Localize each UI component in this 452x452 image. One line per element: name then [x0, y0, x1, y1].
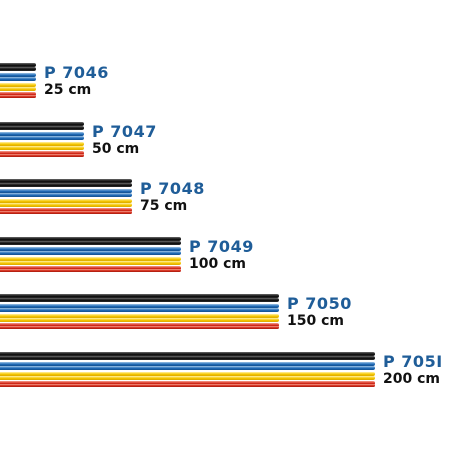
black-lead	[0, 294, 279, 298]
black-lead	[0, 241, 181, 245]
black-lead	[0, 179, 132, 183]
test-lead-bundle-image	[0, 293, 281, 329]
blue-lead	[0, 132, 84, 136]
blue-lead	[0, 73, 36, 77]
red-lead	[0, 154, 84, 157]
blue-lead	[0, 308, 279, 312]
red-lead	[0, 384, 375, 387]
product-code: P 7046	[44, 63, 109, 82]
yellow-lead	[0, 257, 181, 261]
yellow-lead	[0, 87, 36, 91]
product-code: P 7049	[189, 237, 254, 256]
yellow-lead	[0, 142, 84, 146]
black-lead	[0, 122, 84, 126]
yellow-lead	[0, 146, 84, 150]
black-lead	[0, 352, 375, 356]
red-lead	[0, 269, 181, 272]
test-lead-bundle-image	[0, 121, 86, 157]
yellow-lead	[0, 314, 279, 318]
blue-lead	[0, 304, 279, 308]
yellow-lead	[0, 83, 36, 87]
black-lead	[0, 356, 375, 360]
blue-lead	[0, 136, 84, 140]
blue-lead	[0, 189, 132, 193]
red-lead	[0, 151, 84, 155]
product-code: P 7048	[140, 179, 205, 198]
black-lead	[0, 126, 84, 130]
red-lead	[0, 92, 36, 96]
blue-lead	[0, 362, 375, 366]
test-lead-bundle-image	[0, 178, 134, 214]
black-lead	[0, 183, 132, 187]
yellow-lead	[0, 372, 375, 376]
yellow-lead	[0, 318, 279, 322]
red-lead	[0, 208, 132, 212]
yellow-lead	[0, 203, 132, 207]
product-length: 150 cm	[287, 313, 344, 329]
red-lead	[0, 266, 181, 270]
red-lead	[0, 381, 375, 385]
blue-lead	[0, 247, 181, 251]
product-code: P 7050	[287, 294, 352, 313]
product-length: 25 cm	[44, 82, 92, 98]
black-lead	[0, 237, 181, 241]
black-lead	[0, 298, 279, 302]
red-lead	[0, 323, 279, 327]
red-lead	[0, 326, 279, 329]
red-lead	[0, 95, 36, 98]
yellow-lead	[0, 261, 181, 265]
blue-lead	[0, 193, 132, 197]
yellow-lead	[0, 376, 375, 380]
red-lead	[0, 211, 132, 214]
product-length: 50 cm	[92, 141, 140, 157]
product-code: P 705I	[383, 352, 443, 371]
blue-lead	[0, 251, 181, 255]
product-length: 75 cm	[140, 198, 188, 214]
black-lead	[0, 63, 36, 67]
yellow-lead	[0, 199, 132, 203]
blue-lead	[0, 366, 375, 370]
product-code: P 7047	[92, 122, 157, 141]
test-lead-bundle-image	[0, 236, 183, 272]
test-lead-bundle-image	[0, 351, 377, 387]
blue-lead	[0, 77, 36, 81]
black-lead	[0, 67, 36, 71]
product-length: 200 cm	[383, 371, 440, 387]
test-lead-bundle-image	[0, 62, 38, 98]
product-length: 100 cm	[189, 256, 246, 272]
